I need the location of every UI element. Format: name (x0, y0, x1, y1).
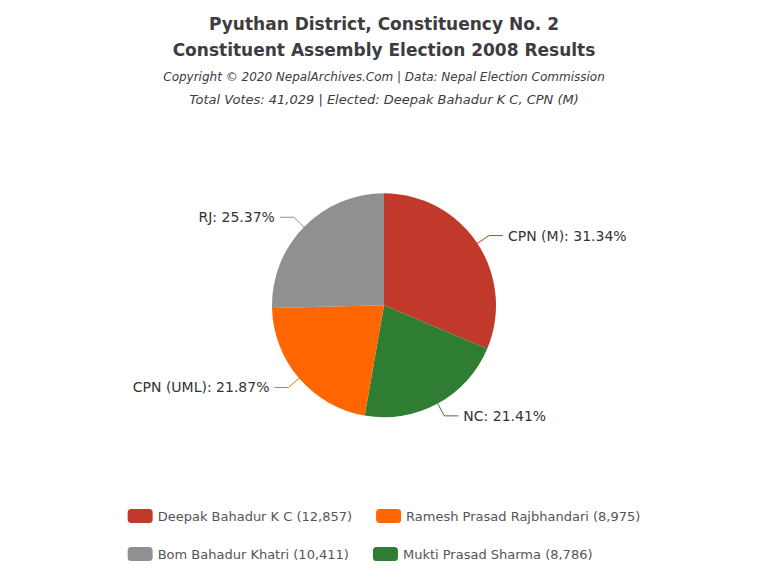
svg-text:Constituent Assembly Election: Constituent Assembly Election 2008 Resul… (173, 40, 596, 60)
svg-text:Pyuthan District, Constituency: Pyuthan District, Constituency No. 2 (209, 14, 559, 34)
svg-text:Mukti Prasad Sharma (8,786): Mukti Prasad Sharma (8,786) (403, 547, 593, 562)
svg-text:Copyright © 2020 NepalArchives: Copyright © 2020 NepalArchives.Com | Dat… (163, 70, 605, 84)
svg-text:Ramesh Prasad Rajbhandari (8,9: Ramesh Prasad Rajbhandari (8,975) (406, 509, 640, 524)
svg-text:NC: 21.41%: NC: 21.41% (463, 408, 546, 424)
svg-text:CPN (UML): 21.87%: CPN (UML): 21.87% (133, 379, 270, 395)
svg-text:CPN (M): 31.34%: CPN (M): 31.34% (508, 228, 627, 244)
svg-text:RJ: 25.37%: RJ: 25.37% (198, 209, 274, 225)
svg-text:Deepak Bahadur K C (12,857): Deepak Bahadur K C (12,857) (158, 509, 352, 524)
svg-text:Bom Bahadur Khatri (10,411): Bom Bahadur Khatri (10,411) (158, 547, 349, 562)
svg-text:Total Votes: 41,029 | Elected:: Total Votes: 41,029 | Elected: Deepak Ba… (189, 92, 579, 107)
